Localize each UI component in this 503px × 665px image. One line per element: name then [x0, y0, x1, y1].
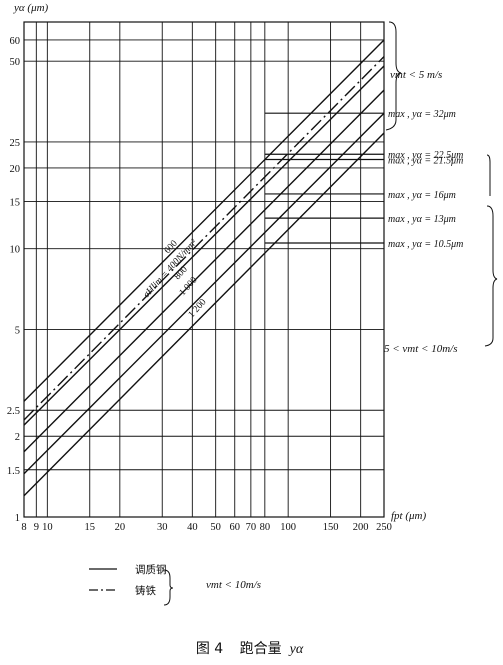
x-tick-label: 15	[84, 522, 95, 533]
figure-caption: 图 4 跑合量 yα	[0, 638, 503, 658]
x-tick-label: 60	[229, 522, 240, 533]
speed-low-label: 5 < vmt < 10m/s	[384, 343, 458, 355]
y-tick-labels: 1 1.5 2 2.5 5 10 15 20 25 50 60	[7, 36, 20, 524]
y-tick-label: 15	[10, 197, 21, 208]
y-tick-label: 20	[10, 164, 21, 175]
x-tick-label: 9	[34, 522, 39, 533]
series-line-5	[23, 112, 385, 475]
figure-number: 图 4	[195, 641, 224, 657]
legend-label-cast-iron: 铸铁	[135, 584, 156, 597]
x-tick-label: 200	[353, 522, 369, 533]
figure-symbol: yα	[289, 642, 304, 657]
max-cap-label: max , yα = 16μm	[388, 190, 456, 201]
frame-rect	[23, 21, 385, 518]
series-label-1200: 1 200	[187, 297, 209, 320]
y-tick-label: 50	[10, 57, 21, 68]
legend-note: vmt < 10m/s	[206, 579, 261, 591]
plot-frame	[23, 21, 385, 518]
series-line-1	[23, 39, 385, 402]
max-cap-label: max , yα = 10.5μm	[388, 239, 463, 250]
speed-high-label: vmt < 5 m/s	[390, 69, 442, 81]
x-tick-label: 70	[246, 522, 257, 533]
max-cap-label: max , yα = 13μm	[388, 214, 456, 225]
x-axis-label: fpt (μm)	[391, 510, 426, 522]
x-tick-label: 8	[21, 522, 26, 533]
y-tick-label: 25	[10, 138, 21, 149]
y-tick-label: 2.5	[7, 406, 20, 417]
x-tick-label: 50	[210, 522, 221, 533]
x-tick-label: 30	[157, 522, 168, 533]
figure-title: 跑合量 yα	[239, 641, 304, 657]
grid	[23, 22, 385, 518]
y-tick-label: 1	[15, 513, 20, 524]
y-axis-label: yα (μm)	[13, 2, 49, 14]
x-tick-label: 40	[187, 522, 198, 533]
x-tick-labels: 8 9 10 15 20 30 40 50 60 70 80 100 150 200 250	[21, 522, 392, 533]
series-line-6	[23, 132, 385, 497]
max-cap-label: max , yα = 32μm	[388, 109, 456, 120]
x-tick-label: 250	[376, 522, 392, 533]
y-tick-label: 5	[15, 325, 20, 336]
series-line-4	[23, 89, 385, 453]
series-line-2	[23, 56, 385, 421]
x-tick-label: 20	[115, 522, 126, 533]
y-tick-label: 1.5	[7, 466, 20, 477]
legend: 调质钢 铸铁 vmt < 10m/s	[89, 563, 261, 597]
legend-label-steel: 调质钢	[135, 563, 167, 576]
max-cap-label: max , yα = 22.5μm	[388, 150, 463, 161]
braces	[163, 21, 498, 606]
max-cap-label: max , yα = 21.5μm	[388, 156, 463, 167]
series-line-3	[23, 65, 385, 426]
x-tick-label: 10	[42, 522, 53, 533]
x-tick-label: 100	[280, 522, 296, 533]
x-tick-label: 150	[323, 522, 339, 533]
y-tick-label: 2	[15, 432, 20, 443]
series-lines	[23, 39, 385, 497]
y-tick-label: 60	[10, 36, 21, 47]
x-tick-label: 80	[260, 522, 271, 533]
y-tick-label: 10	[10, 245, 21, 256]
